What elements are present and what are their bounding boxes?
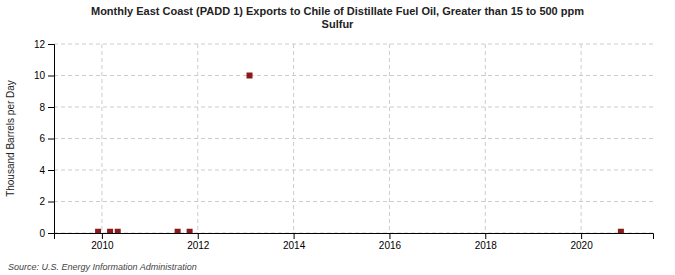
tick: 6 bbox=[39, 133, 54, 144]
tick-label: 2020 bbox=[570, 240, 593, 251]
tick-mark bbox=[48, 202, 54, 203]
grid-line-y bbox=[54, 75, 653, 76]
grid-line-x bbox=[581, 44, 582, 233]
grid-line-y bbox=[54, 138, 653, 139]
tick: 2020 bbox=[570, 233, 593, 251]
point bbox=[247, 73, 253, 79]
annotation: Source: U.S. Energy Information Administ… bbox=[8, 262, 197, 272]
point bbox=[95, 229, 101, 233]
tick-label: 8 bbox=[39, 102, 45, 113]
tick: 2012 bbox=[187, 233, 210, 251]
grid-line-y bbox=[54, 170, 653, 171]
tick-mark bbox=[198, 233, 199, 239]
tick-mark bbox=[389, 233, 390, 239]
tick-label: 2018 bbox=[475, 240, 498, 251]
tick-mark bbox=[48, 170, 54, 171]
title-line: Monthly East Coast (PADD 1) Exports to C… bbox=[91, 5, 584, 17]
point bbox=[187, 229, 193, 233]
tick-mark bbox=[581, 233, 582, 239]
tick: 4 bbox=[39, 165, 54, 176]
tick-mark bbox=[48, 107, 54, 108]
tick-label: 2012 bbox=[187, 240, 210, 251]
tick-mark bbox=[485, 233, 486, 239]
tick-mark bbox=[48, 76, 54, 77]
tick-label: 10 bbox=[34, 70, 46, 81]
point bbox=[618, 229, 624, 233]
tick-mark bbox=[294, 233, 295, 239]
point bbox=[175, 229, 181, 233]
tick-label: 2014 bbox=[283, 240, 306, 251]
y-axis-label: Thousand Barrels per Day bbox=[5, 80, 16, 197]
tick: 2018 bbox=[475, 233, 498, 251]
grid-line-x bbox=[485, 44, 486, 233]
tick: 0 bbox=[39, 228, 54, 239]
tick-label: 12 bbox=[34, 39, 46, 50]
tick: 2014 bbox=[283, 233, 306, 251]
tick-mark bbox=[48, 44, 54, 45]
grid-line-x bbox=[293, 44, 294, 233]
grid-line-y bbox=[54, 44, 653, 45]
tick-mark bbox=[48, 233, 54, 234]
grid-line-x bbox=[389, 44, 390, 233]
axis-line bbox=[55, 234, 654, 240]
tick-label: 2010 bbox=[91, 240, 114, 251]
tick: 2010 bbox=[91, 233, 114, 251]
point bbox=[115, 229, 121, 233]
points bbox=[95, 73, 624, 234]
tick: 8 bbox=[39, 102, 54, 113]
grid-line-x bbox=[101, 44, 102, 233]
y-axis: 0 2 4 6 8 10 12 bbox=[34, 39, 55, 239]
tick-label: 2016 bbox=[379, 240, 402, 251]
grid bbox=[54, 44, 653, 233]
grid-line-y bbox=[54, 107, 653, 108]
point bbox=[107, 229, 113, 233]
tick: 10 bbox=[34, 70, 54, 81]
tick: 2 bbox=[39, 196, 54, 207]
title-line: Sulfur bbox=[322, 18, 354, 30]
tick-label: 2 bbox=[39, 196, 45, 207]
grid-line-y bbox=[54, 201, 653, 202]
tick: 2016 bbox=[379, 233, 402, 251]
tick: 12 bbox=[34, 39, 54, 50]
x-axis: 2010 2012 2014 2016 2018 2020 bbox=[55, 233, 654, 251]
plot: 2010 2012 2014 2016 2018 2020 0 2 4 6 8 10 12 bbox=[34, 39, 654, 251]
axis-line bbox=[48, 45, 55, 234]
tick-mark bbox=[102, 233, 103, 239]
chart: Monthly East Coast (PADD 1) Exports to C… bbox=[0, 0, 675, 275]
tick-label: 0 bbox=[39, 228, 45, 239]
title: Monthly East Coast (PADD 1) Exports to C… bbox=[91, 5, 584, 30]
tick-label: 6 bbox=[39, 133, 45, 144]
tick-label: 4 bbox=[39, 165, 45, 176]
grid-line-x bbox=[197, 44, 198, 233]
tick-mark bbox=[48, 139, 54, 140]
